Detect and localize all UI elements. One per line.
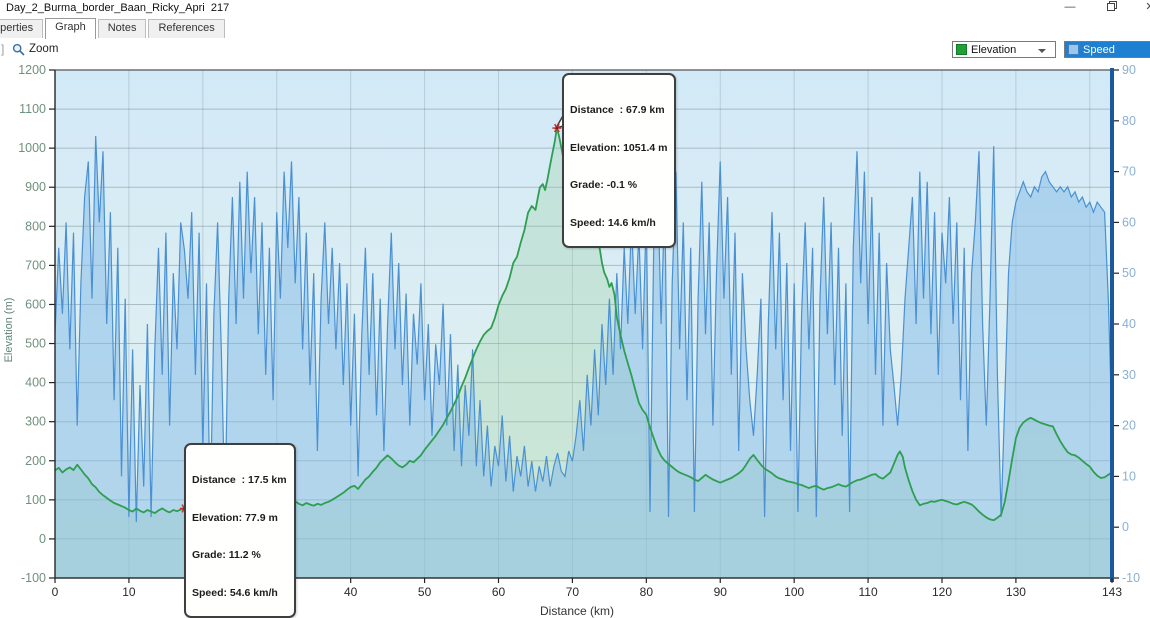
- elevation-area: [55, 128, 1112, 578]
- tooltip-line-elevation: Elevation: 77.9 m: [192, 511, 278, 524]
- zoom-button[interactable]: Zoom: [9, 40, 61, 58]
- svg-text:90: 90: [1122, 63, 1136, 77]
- clipped-toolbar-edge: ]: [1, 42, 5, 56]
- svg-text:30: 30: [1122, 368, 1136, 382]
- restore-button[interactable]: [1100, 0, 1124, 16]
- tooltip-line-distance: Distance : 17.5 km: [192, 474, 287, 486]
- svg-text:120: 120: [932, 585, 952, 599]
- window-titlebar: Day_2_Burma_border_Baan_Ricky_Apri 217 —…: [0, 0, 1150, 18]
- tooltip-line-speed: Speed: 54.6 km/h: [192, 586, 278, 599]
- svg-text:80: 80: [1122, 114, 1136, 128]
- svg-text:900: 900: [25, 180, 46, 194]
- close-button[interactable]: ✕: [1138, 0, 1150, 16]
- chevron-down-icon: [1038, 49, 1046, 53]
- svg-text:500: 500: [25, 337, 46, 351]
- svg-text:800: 800: [25, 219, 46, 233]
- svg-text:1200: 1200: [18, 63, 46, 77]
- tooltip-line-speed: Speed: 14.6 km/h: [570, 216, 656, 229]
- elevation-swatch-icon: [956, 44, 967, 55]
- svg-text:-10: -10: [1122, 571, 1140, 585]
- svg-text:143: 143: [1102, 585, 1122, 599]
- data-point-marker: [552, 123, 562, 133]
- y-axis-title-elevation: Elevation (m): [3, 297, 15, 363]
- svg-text:10: 10: [1122, 469, 1136, 483]
- svg-text:40: 40: [1122, 317, 1136, 331]
- magnifier-icon: [12, 43, 25, 56]
- svg-text:20: 20: [1122, 419, 1136, 433]
- window-title: Day_2_Burma_border_Baan_Ricky_Apri 217: [6, 2, 230, 14]
- zoom-button-label: Zoom: [29, 43, 59, 55]
- svg-text:200: 200: [25, 454, 46, 468]
- minimize-button[interactable]: —: [1064, 1, 1076, 13]
- svg-text:-100: -100: [21, 571, 46, 585]
- svg-text:90: 90: [714, 585, 728, 599]
- svg-text:70: 70: [1122, 165, 1136, 179]
- tooltip-line-distance: Distance : 67.9 km: [570, 104, 665, 116]
- speed-select-label: Speed: [1083, 43, 1115, 56]
- restore-icon: [1107, 1, 1117, 11]
- tooltip-line-elevation: Elevation: 1051.4 m: [570, 141, 668, 154]
- svg-text:0: 0: [52, 585, 59, 599]
- svg-text:10: 10: [122, 585, 136, 599]
- svg-text:130: 130: [1006, 585, 1026, 599]
- elevation-series-select[interactable]: Elevation: [952, 41, 1056, 58]
- x-axis-title-distance: Distance (km): [540, 604, 615, 618]
- svg-text:0: 0: [39, 532, 46, 546]
- svg-text:1000: 1000: [18, 141, 46, 155]
- tooltip-summit: Distance : 67.9 km Elevation: 1051.4 m G…: [562, 73, 677, 248]
- svg-text:0: 0: [1122, 520, 1129, 534]
- toolbar: ] Zoom Elevation Speed: [0, 38, 1150, 62]
- svg-text:60: 60: [1122, 215, 1136, 229]
- tab-graph[interactable]: Graph: [45, 18, 96, 39]
- speed-swatch-icon: [1068, 44, 1079, 55]
- elevation-select-label: Elevation: [971, 43, 1017, 56]
- svg-text:700: 700: [25, 258, 46, 272]
- tab-notes[interactable]: Notes: [97, 19, 147, 38]
- tooltip-lowpoint: Distance : 17.5 km Elevation: 77.9 m Gra…: [184, 443, 296, 618]
- tab-strip: Properties Graph Notes References: [0, 17, 1150, 39]
- svg-text:40: 40: [344, 585, 358, 599]
- svg-text:60: 60: [492, 585, 506, 599]
- svg-text:400: 400: [25, 376, 46, 390]
- svg-text:50: 50: [1122, 266, 1136, 280]
- svg-text:1100: 1100: [19, 102, 46, 116]
- speed-area: [55, 136, 1112, 578]
- tab-references[interactable]: References: [148, 19, 225, 38]
- svg-text:300: 300: [25, 415, 46, 429]
- axis-labels: -100010020030040050060070080090010001100…: [18, 63, 1140, 599]
- svg-text:100: 100: [25, 493, 46, 507]
- tab-properties[interactable]: Properties: [0, 19, 44, 38]
- svg-text:70: 70: [566, 585, 580, 599]
- tooltip-line-grade: Grade: 11.2 %: [192, 549, 261, 561]
- speed-line: [54, 135, 1113, 523]
- tooltip-line-grade: Grade: -0.1 %: [570, 179, 638, 191]
- svg-text:110: 110: [859, 585, 878, 599]
- svg-text:100: 100: [784, 585, 804, 599]
- svg-text:80: 80: [640, 585, 654, 599]
- svg-text:600: 600: [25, 297, 46, 311]
- speed-series-select[interactable]: Speed: [1064, 41, 1150, 58]
- svg-text:50: 50: [418, 585, 432, 599]
